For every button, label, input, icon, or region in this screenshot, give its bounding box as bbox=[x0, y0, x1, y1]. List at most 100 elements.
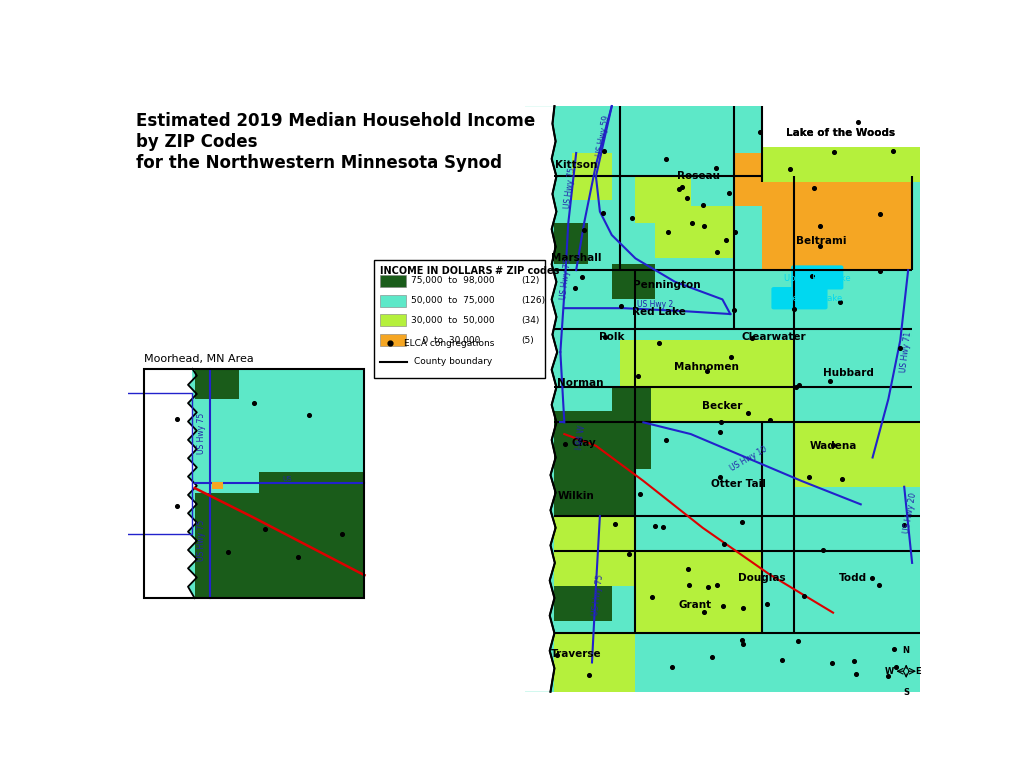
Point bbox=[644, 591, 660, 604]
Text: Todd: Todd bbox=[839, 572, 867, 583]
Text: Grant: Grant bbox=[678, 600, 712, 610]
Point bbox=[762, 413, 778, 426]
Point bbox=[597, 331, 613, 343]
Text: 50,000  to  75,000: 50,000 to 75,000 bbox=[411, 296, 495, 305]
Text: US Hwy 71: US Hwy 71 bbox=[899, 331, 913, 373]
Polygon shape bbox=[762, 147, 920, 182]
Polygon shape bbox=[554, 516, 636, 586]
Polygon shape bbox=[195, 472, 365, 598]
Polygon shape bbox=[762, 487, 920, 633]
Polygon shape bbox=[524, 106, 920, 691]
Point bbox=[607, 518, 624, 531]
Point bbox=[712, 471, 728, 484]
Polygon shape bbox=[683, 340, 794, 387]
Point bbox=[595, 207, 611, 220]
Point bbox=[246, 397, 262, 409]
Point bbox=[880, 670, 896, 682]
Point bbox=[557, 437, 573, 450]
Point bbox=[612, 300, 629, 313]
Text: US Hwy 2: US Hwy 2 bbox=[637, 299, 674, 309]
Point bbox=[705, 651, 721, 663]
Polygon shape bbox=[572, 153, 611, 200]
Point bbox=[896, 518, 912, 531]
Polygon shape bbox=[128, 106, 557, 691]
Point bbox=[871, 208, 888, 220]
Text: # ZIP codes: # ZIP codes bbox=[495, 266, 559, 276]
Polygon shape bbox=[195, 368, 239, 398]
Point bbox=[301, 408, 317, 421]
Point bbox=[646, 520, 663, 532]
Text: Lower Red Lake: Lower Red Lake bbox=[776, 294, 843, 303]
Point bbox=[659, 226, 676, 238]
Text: Norman: Norman bbox=[557, 378, 603, 387]
Point bbox=[850, 116, 866, 129]
Text: US Hwy 75: US Hwy 75 bbox=[563, 167, 578, 209]
Point bbox=[664, 660, 680, 673]
Point bbox=[674, 181, 690, 194]
Text: Beltrami: Beltrami bbox=[796, 236, 847, 246]
Point bbox=[678, 192, 694, 205]
Point bbox=[804, 270, 820, 282]
Point bbox=[792, 379, 808, 391]
Point bbox=[169, 500, 185, 513]
Point bbox=[700, 581, 717, 593]
Text: Red Lake: Red Lake bbox=[632, 307, 686, 318]
Text: Otter Tail: Otter Tail bbox=[711, 479, 766, 489]
Point bbox=[888, 661, 904, 673]
FancyBboxPatch shape bbox=[380, 314, 406, 326]
Text: US Hwy 10: US Hwy 10 bbox=[728, 445, 768, 474]
Point bbox=[806, 181, 822, 194]
Point bbox=[892, 342, 908, 354]
Point bbox=[782, 162, 799, 175]
Point bbox=[786, 303, 803, 316]
Polygon shape bbox=[611, 264, 655, 299]
Text: Polk: Polk bbox=[599, 332, 625, 343]
Point bbox=[812, 220, 828, 232]
Text: US Hwy 75: US Hwy 75 bbox=[197, 412, 206, 454]
Point bbox=[726, 226, 742, 238]
Point bbox=[721, 187, 737, 199]
Text: Lake of the Woods: Lake of the Woods bbox=[786, 128, 896, 137]
Point bbox=[788, 381, 805, 394]
Point bbox=[709, 246, 725, 259]
Text: US: US bbox=[283, 476, 292, 482]
Polygon shape bbox=[636, 423, 794, 551]
Text: Mahnomen: Mahnomen bbox=[674, 361, 739, 372]
Polygon shape bbox=[639, 387, 794, 423]
Point bbox=[573, 270, 590, 283]
Point bbox=[382, 337, 398, 350]
Point bbox=[734, 633, 751, 646]
Point bbox=[713, 416, 729, 429]
Text: US Hwy 59: US Hwy 59 bbox=[595, 114, 611, 157]
Point bbox=[835, 473, 851, 485]
Text: 0  to  30,000: 0 to 30,000 bbox=[411, 336, 480, 345]
Text: Clearwater: Clearwater bbox=[741, 332, 806, 343]
Text: Hubbard: Hubbard bbox=[823, 368, 874, 378]
Text: Upper Red Lake: Upper Red Lake bbox=[784, 274, 851, 283]
Text: Wadena: Wadena bbox=[809, 441, 857, 451]
Polygon shape bbox=[794, 423, 920, 487]
Point bbox=[630, 369, 646, 382]
Point bbox=[848, 668, 864, 681]
Point bbox=[718, 234, 734, 246]
Point bbox=[815, 544, 831, 557]
Point bbox=[774, 654, 791, 666]
Text: (34): (34) bbox=[521, 316, 540, 325]
Text: Lake of the Woods: Lake of the Woods bbox=[786, 128, 896, 137]
Point bbox=[695, 220, 712, 232]
Point bbox=[596, 144, 612, 157]
Text: W: W bbox=[885, 666, 894, 676]
Point bbox=[680, 563, 696, 575]
Point bbox=[622, 548, 638, 561]
Point bbox=[290, 550, 306, 563]
Point bbox=[759, 598, 775, 611]
Point bbox=[624, 212, 640, 225]
Point bbox=[698, 365, 715, 377]
Point bbox=[658, 434, 675, 446]
Point bbox=[712, 426, 728, 438]
FancyBboxPatch shape bbox=[380, 334, 406, 347]
Polygon shape bbox=[554, 223, 588, 264]
Point bbox=[684, 217, 700, 230]
Polygon shape bbox=[193, 368, 365, 472]
Point bbox=[681, 579, 697, 591]
